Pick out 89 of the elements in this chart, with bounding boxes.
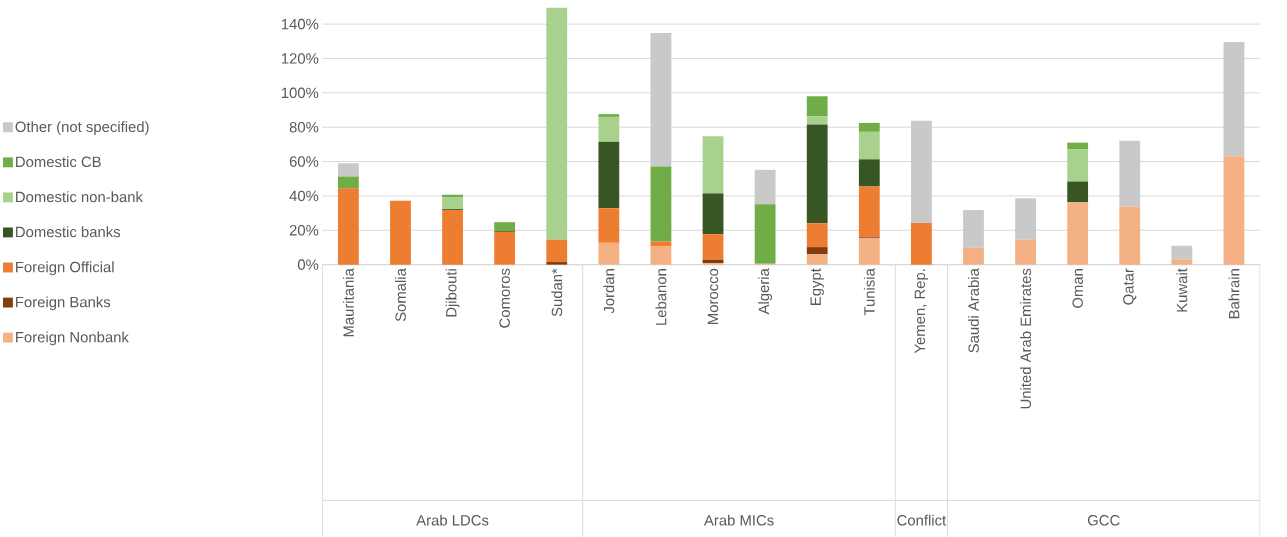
bar	[390, 200, 411, 265]
legend-label: Foreign Official	[16, 261, 114, 276]
bar	[650, 241, 672, 247]
x-tick-label: United Arab Emirates	[1020, 268, 1032, 409]
bar	[1015, 239, 1036, 265]
bar	[598, 114, 620, 118]
bar	[546, 7, 568, 240]
y-tick-label: 0%	[297, 259, 319, 271]
bar	[806, 247, 828, 255]
x-tick-label: Egypt	[810, 268, 824, 306]
x-tick-label: Lebanon	[655, 269, 667, 325]
x-tick-label: Comoros	[499, 268, 510, 328]
x-tick-label: Saudi Arabia	[968, 268, 979, 353]
bar	[1223, 156, 1245, 265]
x-tick-label: Oman	[1072, 269, 1083, 309]
x-tick-label: Djibouti	[445, 269, 460, 317]
bar	[442, 210, 463, 265]
bar	[806, 223, 828, 248]
bar	[650, 166, 672, 242]
bar	[754, 169, 776, 205]
bar	[337, 176, 359, 189]
bar	[494, 231, 516, 265]
legend-label: Foreign Banks	[16, 296, 111, 311]
bar	[702, 234, 724, 260]
y-tick-label: 80%	[289, 122, 319, 133]
y-tick-label: 60%	[289, 156, 319, 167]
bar	[806, 96, 828, 117]
bar	[858, 131, 880, 160]
bar	[598, 208, 620, 243]
y-tick-label: 20%	[289, 225, 319, 236]
bar	[1119, 206, 1141, 265]
text: GCC	[1087, 515, 1120, 526]
bar	[650, 246, 672, 265]
bar	[1171, 259, 1193, 265]
bar	[910, 223, 932, 265]
bar	[702, 193, 724, 235]
x-tick-label: Jordan	[603, 269, 615, 314]
bar	[806, 254, 828, 265]
bar	[598, 141, 620, 209]
bar	[546, 262, 568, 265]
bar	[442, 197, 463, 210]
x-tick-label: Sudan*	[551, 268, 563, 317]
bar	[650, 33, 672, 167]
legend-label: Domestic non-bank	[16, 191, 143, 203]
bar	[754, 204, 776, 264]
bar	[1015, 198, 1036, 240]
bar	[858, 186, 880, 237]
legend-label: Other (not specified)	[15, 121, 149, 136]
y-tick-label: 120%	[281, 53, 319, 64]
bar	[1067, 181, 1089, 203]
bar	[337, 188, 359, 265]
bar	[910, 120, 932, 224]
bar	[1223, 42, 1245, 157]
y-tick-label: 140%	[281, 18, 319, 30]
bar	[1171, 245, 1193, 260]
bar	[963, 210, 984, 248]
bar	[494, 222, 516, 232]
legend-label: Domestic CB	[16, 156, 101, 168]
bar	[337, 163, 359, 177]
x-tick-label: Tunisia	[863, 268, 875, 316]
bar	[598, 242, 620, 265]
bar	[1067, 202, 1089, 265]
x-tick-label: Kuwait	[1176, 268, 1188, 312]
bar	[963, 247, 984, 265]
bar	[702, 136, 724, 194]
bar	[1067, 149, 1089, 182]
x-tick-label: Algeria	[758, 268, 773, 315]
bar	[1067, 142, 1089, 150]
x-tick-label: Bahrain	[1228, 269, 1240, 319]
y-tick-label: 40%	[289, 190, 319, 202]
bar	[1119, 140, 1141, 207]
x-tick-label: Qatar	[1123, 268, 1137, 305]
bar	[598, 117, 620, 142]
bar	[546, 239, 568, 263]
text: Conflict	[897, 514, 947, 526]
x-tick-label: Mauritania	[342, 268, 354, 337]
x-tick-label: Yemen, Rep.	[914, 269, 929, 354]
x-tick-label: Morocco	[707, 268, 719, 325]
bar	[858, 123, 880, 132]
text: Arab LDCs	[416, 514, 489, 526]
bar	[858, 159, 880, 187]
bar	[806, 124, 828, 224]
y-tick-label: 100%	[281, 87, 319, 99]
bar	[858, 237, 880, 265]
text: Arab MICs	[703, 514, 774, 526]
legend-label: Domestic banks	[16, 226, 121, 238]
bar	[806, 116, 828, 125]
legend-label: Foreign Nonbank	[16, 331, 129, 346]
x-tick-label: Somalia	[395, 268, 406, 322]
